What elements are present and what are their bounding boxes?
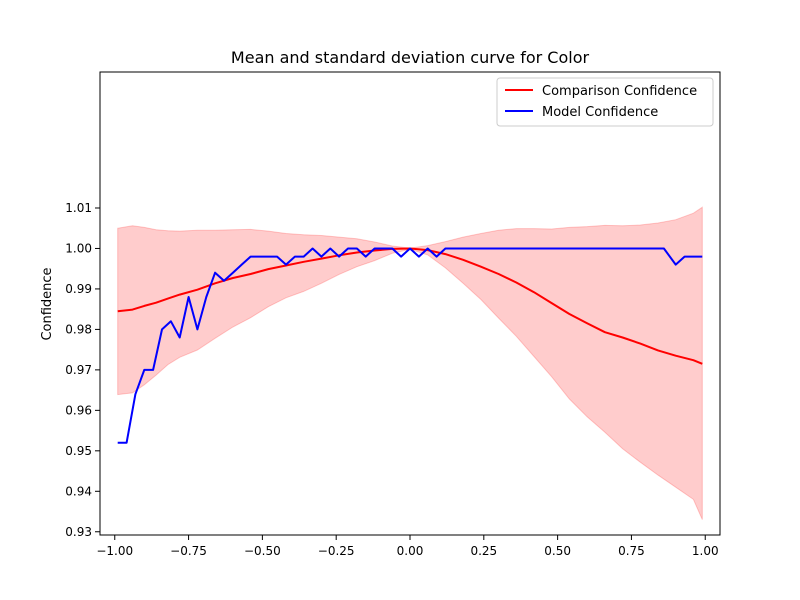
std-band [117, 206, 703, 520]
plot-area [117, 206, 703, 520]
series-line-comparison-confidence [117, 247, 703, 365]
x-tick-label: 0.00 [397, 544, 424, 558]
series-line-model-confidence [117, 247, 703, 444]
y-axis-label: Confidence [40, 267, 55, 340]
y-tick-label: 1.01 [65, 201, 92, 215]
x-tick-label: 0.75 [618, 544, 645, 558]
plot-content [117, 206, 703, 520]
legend-label-comparison-confidence: Comparison Confidence [542, 84, 697, 99]
x-tick-label: 0.25 [470, 544, 497, 558]
x-tick-label: 0.50 [544, 544, 571, 558]
legend-box [496, 77, 714, 127]
legend-label-model-confidence: Model Confidence [542, 105, 658, 120]
y-tick-label: 1.00 [65, 241, 92, 255]
y-tick-label: 0.94 [65, 484, 92, 498]
y-tick-label: 0.96 [65, 403, 92, 417]
x-tick-label: −0.75 [170, 544, 207, 558]
x-tick-label: −0.50 [244, 544, 281, 558]
y-tick-label: 0.95 [65, 444, 92, 458]
legend: Comparison Confidence Model Confidence [496, 77, 714, 127]
y-tick-label: 0.93 [65, 525, 92, 539]
y-tick-label: 0.97 [65, 363, 92, 377]
axes: −1.00 −0.75 −0.50 −0.25 0.00 0.25 0.50 0.75 1.00… [65, 71, 721, 558]
x-tick-label: −1.00 [96, 544, 133, 558]
y-tick-label: 0.99 [65, 282, 92, 296]
x-tick-label: 1.00 [692, 544, 719, 558]
y-tick-label: 0.98 [65, 322, 92, 336]
chart-title: Mean and standard deviation curve for Co… [231, 48, 590, 67]
x-tick-label: −0.25 [318, 544, 355, 558]
